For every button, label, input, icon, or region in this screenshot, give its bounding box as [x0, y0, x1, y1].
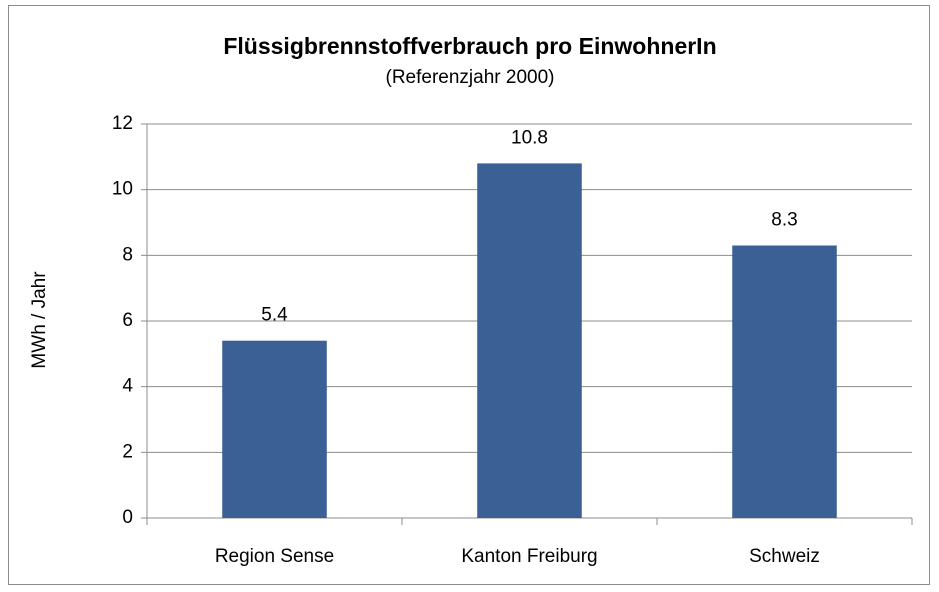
- y-tick-label: 0: [122, 507, 133, 528]
- bar: [477, 163, 582, 518]
- bar: [732, 245, 837, 518]
- y-axis-label: MWh / Jahr: [29, 271, 50, 369]
- bar: [222, 340, 327, 518]
- data-label: 8.3: [771, 209, 797, 230]
- y-tick-label: 10: [112, 179, 133, 200]
- x-tick-label: Region Sense: [215, 546, 334, 567]
- y-tick-label: 8: [122, 244, 133, 265]
- y-tick-label: 2: [122, 441, 133, 462]
- y-tick-label: 12: [112, 113, 133, 134]
- chart-title: Flüssigbrennstoffverbrauch pro Einwohner…: [223, 33, 716, 59]
- y-tick-label: 6: [122, 310, 133, 331]
- y-tick-label: 4: [122, 376, 133, 397]
- chart-subtitle: (Referenzjahr 2000): [386, 67, 555, 88]
- data-label: 5.4: [261, 305, 288, 326]
- x-tick-label: Kanton Freiburg: [461, 546, 597, 567]
- x-tick-label: Schweiz: [749, 546, 820, 567]
- data-label: 10.8: [511, 127, 548, 148]
